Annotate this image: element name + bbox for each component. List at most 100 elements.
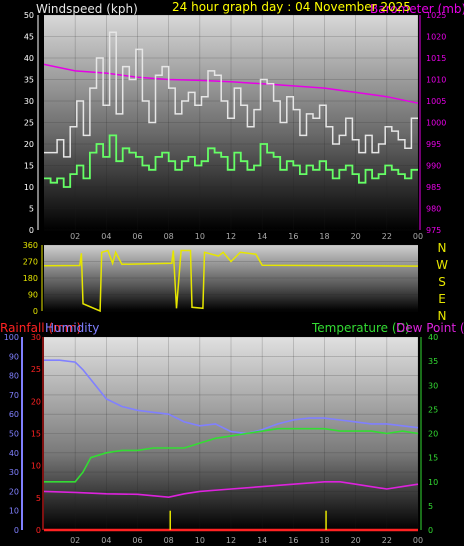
windspeed-tick: 50 [24,11,34,20]
temperature-tick: 10 [428,478,438,487]
pressure-tick: 975 [426,226,441,235]
pressure-tick: 990 [426,162,441,171]
wind-panel-x-ticks: 02 04 06 08 10 12 14 16 18 20 22 00 [70,232,423,241]
x-tick-label: 20 [351,232,361,241]
x-tick-label: 16 [288,232,298,241]
temperature-tick: 25 [428,405,438,414]
pressure-tick: 1000 [426,119,446,128]
pressure-y-ticks: 975 980 985 990 995 1000 1005 1010 1015 1020 1025 [419,11,446,235]
humidity-tick: 10 [9,507,19,516]
temperature-tick: 0 [428,526,433,535]
pressure-tick: 980 [426,205,441,214]
windspeed-tick: 15 [24,162,34,171]
humidity-tick: 80 [9,372,19,381]
direction-tick: 360 [23,241,38,250]
rainfall-tick: 20 [31,397,41,406]
temperature-tick: 40 [428,333,438,342]
humidity-axis-label: Humidity [45,321,99,335]
humidity-tick: 50 [9,430,19,439]
windspeed-tick: 0 [29,226,34,235]
x-tick-label: 02 [70,536,80,545]
rainfall-tick: 15 [31,430,41,439]
pressure-tick: 1015 [426,54,446,63]
windspeed-tick: 30 [24,97,34,106]
rainfall-tick: 5 [36,494,41,503]
x-tick-label: 10 [195,536,205,545]
windspeed-tick: 35 [24,76,34,85]
windspeed-tick: 25 [24,119,34,128]
humidity-tick: 60 [9,410,19,419]
compass-label: W [436,258,448,272]
windspeed-tick: 20 [24,140,34,149]
humidity-tick: 70 [9,391,19,400]
series-line-windspeed [44,31,418,158]
x-tick-label: 04 [101,536,111,545]
pressure-tick: 985 [426,183,441,192]
temp-panel-x-ticks: 02 04 06 08 10 12 14 16 18 20 22 00 [70,536,423,545]
humidity-tick: 40 [9,449,19,458]
temperature-tick: 20 [428,430,438,439]
x-tick-label: 04 [101,232,111,241]
pressure-tick: 995 [426,140,441,149]
x-tick-label: 06 [132,232,142,241]
pressure-tick: 1020 [426,33,446,42]
direction-tick: 270 [23,258,38,267]
direction-y-ticks: 0 90 180 270 360 [23,241,43,316]
temp-panel-background [44,337,418,530]
humidity-tick: 20 [9,487,19,496]
compass-label: N [438,241,447,255]
pressure-tick: 1025 [426,11,446,20]
x-tick-label: 14 [257,232,267,241]
pressure-tick: 1010 [426,76,446,85]
series-line-pressure [43,63,419,104]
x-tick-label: 00 [413,232,423,241]
x-tick-label: 20 [351,536,361,545]
x-tick-label: 10 [195,232,205,241]
temperature-tick: 5 [428,502,433,511]
windspeed-tick: 5 [29,205,34,214]
x-tick-label: 02 [70,232,80,241]
wind-panel-background [44,15,418,230]
x-tick-label: 16 [288,536,298,545]
direction-tick: 90 [28,291,38,300]
series-line-wind-direction [43,249,419,313]
compass-label: N [438,309,447,323]
windspeed-tick: 45 [24,33,34,42]
direction-tick: 0 [33,307,38,316]
x-tick-label: 14 [257,536,267,545]
windspeed-tick: 10 [24,183,34,192]
direction-panel-background [44,245,418,311]
temp-panel-lines [43,359,419,532]
windspeed-axis-label: Windspeed (kph) [36,2,138,16]
rainfall-tick: 10 [31,462,41,471]
x-tick-label: 22 [382,536,392,545]
humidity-tick: 90 [9,352,19,361]
pressure-axis-label: Barometer (mb) [370,2,464,16]
chart-title: 24 hour graph day : 04 November 2025 [172,0,411,14]
x-tick-label: 22 [382,232,392,241]
wind-panel-y-ticks: 0 5 10 15 20 25 30 35 40 45 50 [24,11,39,235]
series-line-humidity [44,359,419,435]
series-line-dew-point-c [43,481,419,499]
x-tick-label: 00 [413,536,423,545]
direction-line [43,249,419,313]
x-tick-label: 08 [164,232,174,241]
compass-label: S [438,275,446,289]
humidity-tick: 100 [4,333,19,342]
temperature-axis-label: Temperature (C) [311,321,410,335]
x-tick-label: 08 [164,536,174,545]
x-tick-label: 18 [319,232,329,241]
dewpoint-axis-label: Dew Point (C) [396,321,464,335]
rainfall-axis-label: Rainfall (mm) [0,321,81,335]
pressure-tick: 1005 [426,97,446,106]
direction-tick: 180 [23,274,38,283]
compass-label: E [438,292,446,306]
windspeed-tick: 40 [24,54,34,63]
temperature-tick: 15 [428,454,438,463]
x-tick-label: 12 [226,536,236,545]
wind-panel-lines [43,31,419,188]
temperature-tick: 35 [428,357,438,366]
series-line-temperature-c [44,427,419,483]
x-tick-label: 12 [226,232,236,241]
